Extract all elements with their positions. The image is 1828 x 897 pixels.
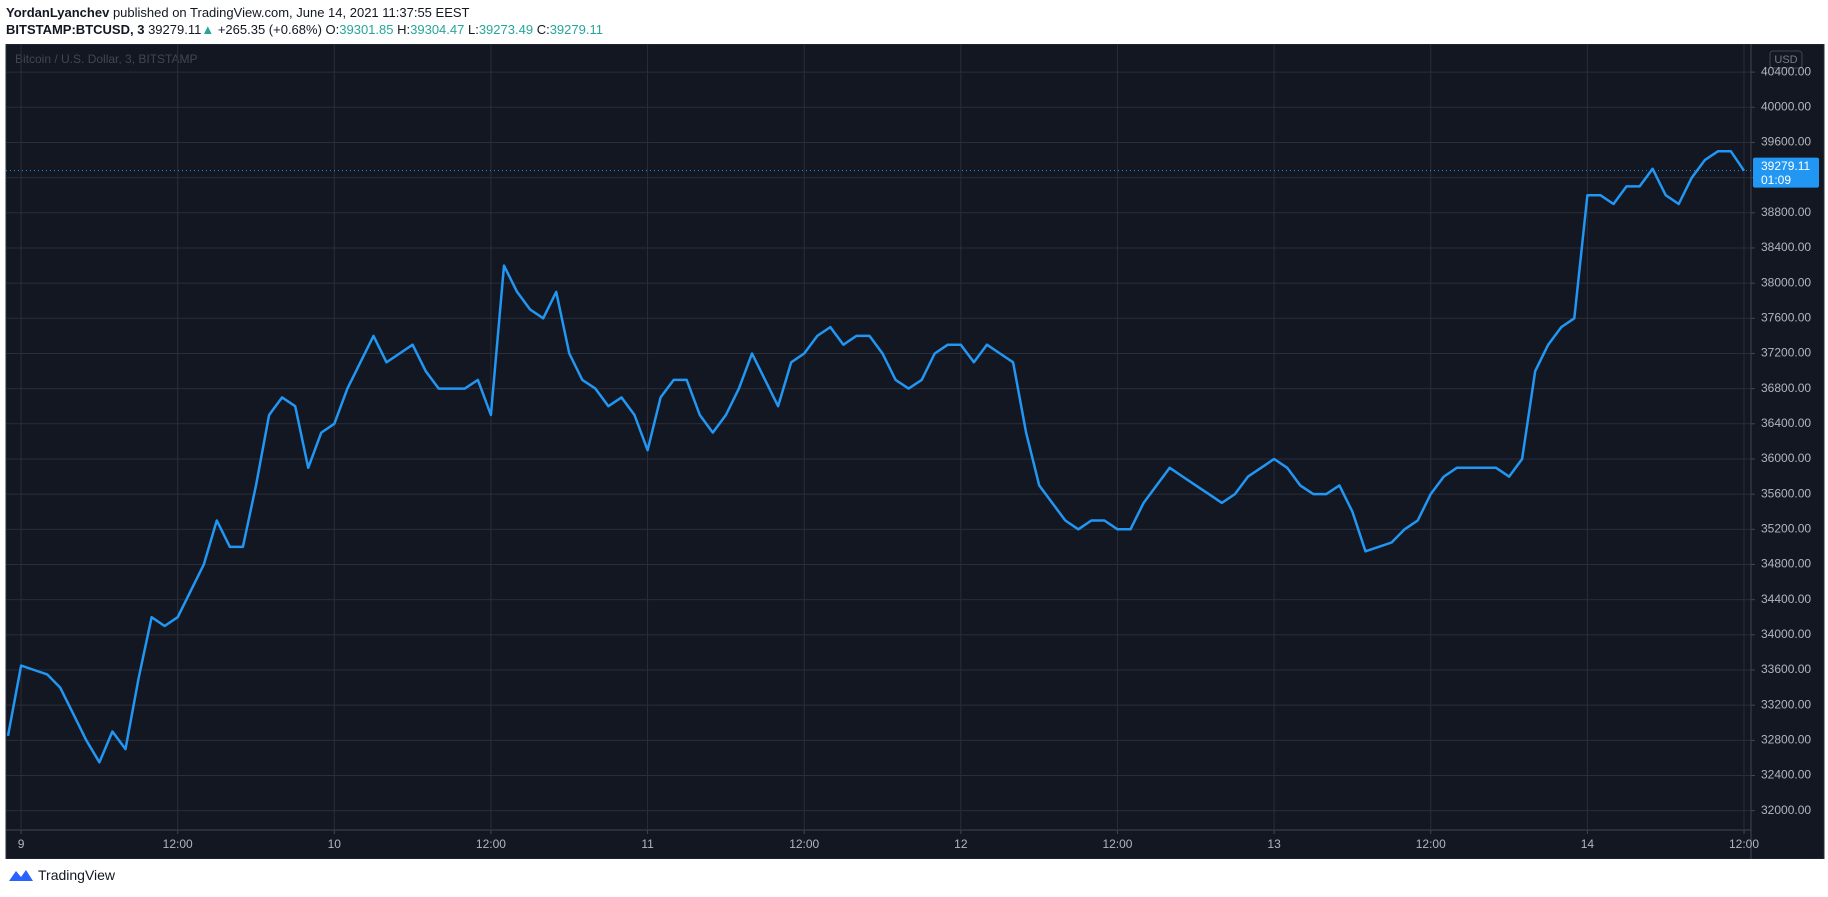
- x-tick-label: 13: [1267, 837, 1281, 851]
- open-label: O:: [325, 22, 340, 37]
- low: 39273.49: [478, 22, 534, 37]
- author[interactable]: YordanLyanchev: [6, 5, 110, 20]
- high: 39304.47: [410, 22, 465, 37]
- x-tick-label: 11: [641, 837, 654, 851]
- y-tick-label: 33200.00: [1761, 697, 1811, 711]
- change: +265.35 (+0.68%): [217, 22, 322, 37]
- x-tick-label: 9: [18, 837, 25, 851]
- y-tick-label: 39600.00: [1761, 135, 1811, 149]
- arrow: ▲: [201, 22, 215, 37]
- chart: Bitcoin / U.S. Dollar, 3, BITSTAMP USD 3…: [5, 44, 1825, 859]
- ohlc-line: BITSTAMP:BTCUSD, 3 39279.11▲ +265.35 (+0…: [6, 22, 603, 37]
- y-tick-label: 38000.00: [1761, 275, 1811, 289]
- last-price-box: [1753, 157, 1819, 188]
- x-tick-label: 12:00: [1729, 837, 1759, 851]
- brand[interactable]: TradingView: [38, 867, 116, 883]
- footer: TradingView: [8, 867, 115, 883]
- y-tick-label: 34400.00: [1761, 592, 1811, 606]
- x-tick-label: 12:00: [1102, 837, 1132, 851]
- high-label: H:: [397, 22, 411, 37]
- close-label: C:: [536, 22, 550, 37]
- y-tick-label: 35200.00: [1761, 521, 1811, 535]
- x-tick-label: 12:00: [476, 837, 506, 851]
- y-tick-label: 32400.00: [1761, 768, 1811, 782]
- currency-badge: [1769, 50, 1803, 69]
- y-tick-label: 36400.00: [1761, 416, 1811, 430]
- close: 39279.11: [549, 22, 603, 37]
- symbol: BITSTAMP:BTCUSD, 3: [6, 22, 145, 37]
- last-price-label: 39279.11: [1761, 159, 1810, 173]
- y-tick-label: 36800.00: [1761, 381, 1811, 395]
- y-tick-label: 38400.00: [1761, 240, 1811, 254]
- x-tick-label: 12:00: [789, 837, 819, 851]
- price: 39279.11: [148, 22, 202, 37]
- countdown: 01:09: [1761, 173, 1791, 187]
- published: published on TradingView.com, June 14, 2…: [112, 5, 470, 20]
- x-tick-label: 14: [1581, 837, 1595, 851]
- low-label: L:: [467, 22, 479, 37]
- currency: USD: [1774, 54, 1797, 66]
- y-tick-label: 33600.00: [1761, 662, 1811, 676]
- chart-background: [5, 44, 1825, 859]
- publish-line: YordanLyanchev published on TradingView.…: [6, 5, 469, 20]
- y-tick-label: 34000.00: [1761, 627, 1811, 641]
- x-tick-label: 12:00: [1416, 837, 1446, 851]
- x-tick-label: 12:00: [163, 837, 193, 851]
- y-tick-label: 37200.00: [1761, 346, 1811, 360]
- y-tick-label: 32000.00: [1761, 803, 1811, 817]
- y-tick-label: 40000.00: [1761, 99, 1811, 113]
- x-tick-label: 12: [954, 837, 968, 851]
- y-tick-label: 35600.00: [1761, 486, 1811, 500]
- open: 39301.85: [339, 22, 394, 37]
- chart-title: Bitcoin / U.S. Dollar, 3, BITSTAMP: [15, 52, 198, 66]
- price-line: [6, 150, 1746, 764]
- y-tick-label: 38800.00: [1761, 205, 1811, 219]
- x-tick-label: 10: [328, 837, 342, 851]
- y-tick-label: 34800.00: [1761, 557, 1811, 571]
- y-tick-label: 32800.00: [1761, 732, 1811, 746]
- tv-logo: [9, 870, 33, 881]
- y-tick-label: 40400.00: [1761, 64, 1811, 78]
- y-tick-label: 36000.00: [1761, 451, 1811, 465]
- y-tick-label: 37600.00: [1761, 310, 1811, 324]
